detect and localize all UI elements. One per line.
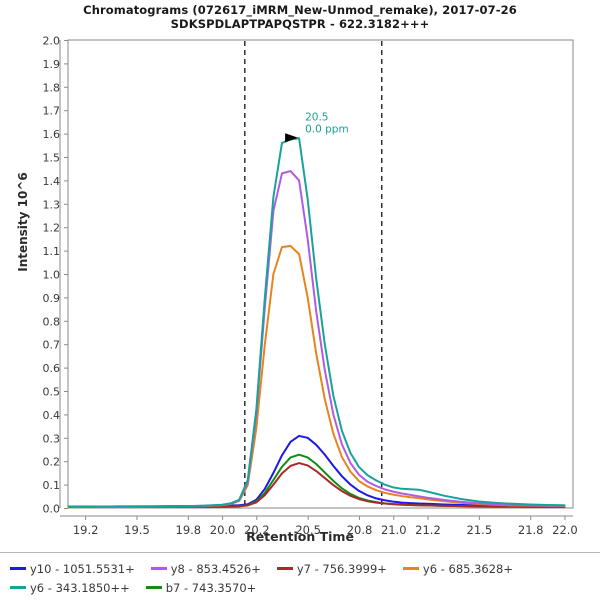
y-axis-tick-label: 1.0 — [43, 269, 61, 282]
y-axis-tick-label: 0.5 — [43, 386, 61, 399]
chart-title-line2: SDKSPDLAPTPAPQSTPR - 622.3182+++ — [170, 17, 430, 31]
y-axis-tick-label: 0.8 — [43, 315, 61, 328]
legend-item[interactable]: y7 - 756.3999+ — [276, 561, 387, 576]
y-axis-tick-label: 0.3 — [43, 432, 61, 445]
legend-item[interactable]: y6 - 685.3628+ — [402, 561, 514, 576]
y-axis-tick-label: 1.2 — [43, 222, 61, 235]
x-axis-tick-label: 20.8 — [347, 523, 373, 537]
x-axis-tick-label: 19.8 — [176, 523, 202, 537]
x-axis-tick-label: 21.0 — [381, 523, 407, 537]
x-axis-tick-label: 21.8 — [518, 523, 544, 537]
legend-color-swatch — [10, 586, 26, 589]
y-axis-tick-label: 1.7 — [43, 105, 61, 118]
y-axis-tick-label: 1.4 — [43, 175, 61, 188]
legend-item-label: y7 - 756.3999+ — [296, 561, 387, 576]
x-axis-tick-label: 20.5 — [295, 523, 321, 537]
legend-color-swatch — [276, 567, 293, 570]
y-axis-tick-label: 0.9 — [43, 292, 61, 305]
chart-title-line1: Chromatograms (072617_iMRM_New-Unmod_rem… — [83, 3, 517, 17]
y-axis-tick-label: 1.8 — [43, 81, 61, 94]
x-axis-label: Retention Time — [246, 529, 354, 544]
chart-legend: y10 - 1051.5531+ y8 - 853.4526+ y7 - 756.3… — [0, 552, 600, 597]
plot-frame — [67, 39, 574, 509]
legend-item-label: b7 - 743.3570+ — [165, 580, 257, 595]
x-axis-tick-label: 20.0 — [210, 523, 236, 537]
y-axis-tick-label: 0.0 — [43, 503, 61, 516]
y-axis-tick-label: 0.7 — [43, 339, 61, 352]
x-axis-tick-label: 21.2 — [415, 523, 441, 537]
legend-item[interactable]: y6 - 343.1850++ — [10, 581, 130, 595]
peak-annotation-ppm: 0.0 ppm — [305, 123, 349, 135]
chromatogram-trace[interactable] — [68, 137, 566, 508]
x-axis-tick-label: 22.0 — [552, 523, 578, 537]
y-axis-tick-label: 0.6 — [43, 362, 61, 375]
legend-item-label: y10 - 1051.5531+ — [30, 561, 135, 576]
y-axis-tick-label: 1.6 — [43, 128, 61, 141]
y-axis-tick-label: 0.4 — [43, 409, 61, 422]
legend-row: y6 - 343.1850++ b7 - 743.3570+ — [10, 578, 590, 597]
y-axis-tick-label: 1.9 — [43, 58, 61, 71]
x-axis-tick-label: 21.5 — [467, 523, 493, 537]
trace-group — [68, 137, 566, 508]
peak-marker-triangle[interactable] — [285, 133, 299, 143]
y-axis-tick-label: 0.2 — [43, 456, 61, 469]
y-axis-tick-label: 0.1 — [43, 479, 61, 492]
legend-item-label: y6 - 685.3628+ — [422, 561, 514, 576]
legend-color-swatch — [402, 567, 419, 570]
legend-item[interactable]: b7 - 743.3570+ — [145, 580, 257, 595]
legend-row: y10 - 1051.5531+ y8 - 853.4526+ y7 - 756.3… — [10, 559, 590, 578]
x-axis-tick-label: 19.5 — [124, 523, 150, 537]
legend-item[interactable]: y10 - 1051.5531+ — [10, 562, 135, 576]
legend-item-label: y8 - 853.4526+ — [170, 561, 261, 576]
legend-item[interactable]: y8 - 853.4526+ — [150, 561, 261, 576]
legend-color-swatch — [150, 567, 167, 570]
legend-item-label: y6 - 343.1850++ — [30, 580, 130, 595]
y-axis-tick-label: 2.0 — [43, 35, 61, 48]
y-axis-tick-label: 1.5 — [43, 152, 61, 165]
peak-annotation-rt: 20.5 — [305, 111, 328, 123]
legend-color-swatch — [10, 567, 26, 570]
chart-title-block: Chromatograms (072617_iMRM_New-Unmod_rem… — [0, 3, 600, 31]
x-axis-tick-label: 20.2 — [244, 523, 270, 537]
x-axis-tick-label: 19.2 — [73, 523, 99, 537]
legend-color-swatch — [145, 586, 162, 589]
y-axis-tick-label: 1.3 — [43, 198, 61, 211]
y-axis-tick-label: 1.1 — [43, 245, 61, 258]
